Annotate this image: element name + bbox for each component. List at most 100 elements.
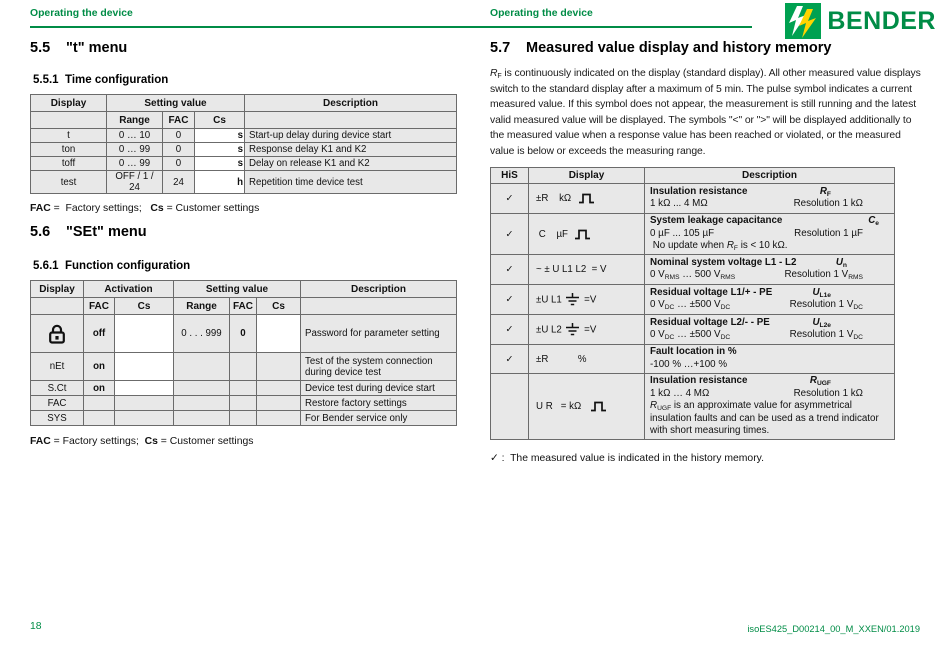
- col-fac: FAC: [83, 297, 115, 315]
- lock-icon: [49, 324, 65, 344]
- cell-his-check: [490, 373, 529, 441]
- cell-description: Insulation resistance RUGF 1 kΩ … 4 MΩ Res…: [644, 373, 895, 441]
- col-display: Display: [528, 167, 645, 184]
- desc-note: No update when RF is < 10 kΩ.: [650, 240, 788, 252]
- cell-activation-fac: on: [83, 352, 115, 381]
- section-number: 5.5.1: [33, 74, 59, 86]
- desc-range: 1 kΩ ... 4 MΩ: [650, 198, 708, 209]
- cell-fac: 0: [162, 128, 195, 143]
- table-row: ✓ ~ ± U L1 L2 = V Nominal system voltage…: [490, 254, 895, 286]
- cell-range: 0 … 99: [106, 156, 163, 171]
- running-header-left: Operating the device: [30, 8, 133, 19]
- empty-cell: [30, 111, 107, 129]
- desc-resolution: Resolution 1 VDC: [789, 299, 863, 312]
- desc-symbol: UL1e: [812, 286, 831, 299]
- cell-range: 0 … 99: [106, 142, 163, 157]
- cell-display: ±R %: [528, 344, 645, 375]
- table-row: nEt on Test of the system connection dur…: [30, 352, 458, 381]
- cell-display: ±U L2 =V: [528, 314, 645, 346]
- cell-description: Insulation resistance RF 1 kΩ ... 4 MΩ Res…: [644, 183, 895, 214]
- cell-his-check: ✓: [490, 314, 529, 346]
- section-title: Measured value display and history memor…: [526, 40, 832, 56]
- cell-cs-unit: s: [193, 128, 246, 143]
- desc-resolution: Resolution 1 VDC: [789, 329, 863, 342]
- cell-cs: [255, 395, 302, 411]
- desc-title: Residual voltage L2/- - PE: [650, 316, 770, 328]
- section-number: 5.6: [30, 224, 51, 240]
- desc-range: 1 kΩ … 4 MΩ: [650, 387, 710, 399]
- cell-description: System leakage capacitance Ce 0 µF ... 10…: [644, 212, 895, 256]
- col-his: HiS: [490, 167, 529, 184]
- cell-display: test: [30, 170, 107, 194]
- cell-cs-unit: s: [193, 142, 246, 157]
- cell-description: Test of the system connection during dev…: [300, 352, 458, 381]
- desc-symbol: Un: [835, 256, 847, 269]
- col-activation: Activation: [83, 280, 174, 298]
- desc-range: 0 VRMS … 500 VRMS: [650, 269, 736, 282]
- col-description: Description: [644, 167, 895, 184]
- cell-display: nEt: [30, 352, 84, 381]
- table-row: ✓ C µF System leakage capacitance Ce 0 µF…: [490, 212, 895, 256]
- col-fac: FAC: [162, 111, 195, 129]
- time-configuration-table: Display Setting value Description Range …: [30, 94, 458, 194]
- cell-activation-cs: [114, 380, 174, 396]
- section-5-6-heading: 5.6 "SEt" menu: [30, 224, 460, 240]
- desc-title: Fault location in %: [650, 346, 737, 358]
- table-row: ton 0 … 99 0 s Response delay K1 and K2: [30, 142, 458, 157]
- bender-logo-icon: [785, 3, 822, 39]
- cell-activation-cs: [114, 395, 174, 411]
- table1-legend: FAC = Factory settings; Cs = Customer se…: [30, 203, 260, 214]
- function-configuration-table: Display Activation Setting value Descrip…: [30, 280, 458, 426]
- pulse-icon: [575, 229, 591, 239]
- cell-activation-fac: [83, 410, 115, 426]
- cell-display: S.Ct: [30, 380, 84, 396]
- cell-display: toff: [30, 156, 107, 171]
- cell-range: OFF / 1 / 24: [106, 170, 163, 194]
- col-cs: Cs: [193, 111, 246, 129]
- cell-range: 0 … 10: [106, 128, 163, 143]
- cell-fac: [229, 395, 257, 411]
- cell-description: For Bender service only: [300, 410, 458, 426]
- cell-his-check: ✓: [490, 254, 529, 286]
- cell-description: Residual voltage L2/- - PE UL2e 0 VDC … ±…: [644, 314, 895, 346]
- table-row: SYS For Bender service only: [30, 410, 458, 426]
- brand-text: BENDER: [827, 6, 936, 35]
- cell-description: Fault location in % -100 % …+100 %: [644, 344, 895, 375]
- cell-cs-unit: h: [193, 170, 246, 194]
- cell-range: 0 . . . 999: [173, 314, 230, 353]
- cell-fac: [229, 410, 257, 426]
- table-subheader-row: FAC Cs Range FAC Cs: [30, 297, 458, 315]
- col-description: Description: [244, 94, 458, 112]
- cell-activation-cs: [114, 314, 174, 353]
- table-header-row: Display Activation Setting value Descrip…: [30, 280, 458, 298]
- desc-resolution: Resolution 1 kΩ: [793, 387, 863, 399]
- cell-his-check: ✓: [490, 183, 529, 214]
- table-row: test OFF / 1 / 24 24 h Repetition time d…: [30, 170, 458, 194]
- cell-display: ton: [30, 142, 107, 157]
- cell-description: Device test during device start: [300, 380, 458, 396]
- desc-title: Insulation resistance: [650, 185, 748, 197]
- empty-cell: [244, 111, 458, 129]
- cell-activation-fac: [83, 395, 115, 411]
- cell-description: Restore factory settings: [300, 395, 458, 411]
- table-row: toff 0 … 99 0 s Delay on release K1 and …: [30, 156, 458, 171]
- earth-icon: [566, 292, 580, 306]
- desc-symbol: UL2e: [812, 316, 831, 329]
- table-header-row: HiS Display Description: [490, 167, 895, 184]
- cell-display: ±U L1 =V: [528, 284, 645, 316]
- cell-his-check: ✓: [490, 284, 529, 316]
- right-column: 5.7 Measured value display and history m…: [490, 38, 924, 464]
- col-fac: FAC: [229, 297, 257, 315]
- table-row: S.Ct on Device test during device start: [30, 380, 458, 396]
- header-rule: [30, 26, 752, 28]
- cell-display: ~ ± U L1 L2 = V: [528, 254, 645, 286]
- cell-display: ±R kΩ: [528, 183, 645, 214]
- table-row: ✓ ±R % Fault location in % -100 % …+100 …: [490, 344, 895, 375]
- cell-description: Residual voltage L1/+ - PE UL1e 0 VDC … ±…: [644, 284, 895, 316]
- desc-symbol: Ce: [868, 215, 879, 227]
- bender-logo: BENDER: [785, 3, 936, 39]
- running-header-right: Operating the device: [490, 8, 593, 19]
- cell-cs-unit: s: [193, 156, 246, 171]
- table-row: ✓ ±U L2 =V Residual voltage L2/- - PE UL2…: [490, 314, 895, 346]
